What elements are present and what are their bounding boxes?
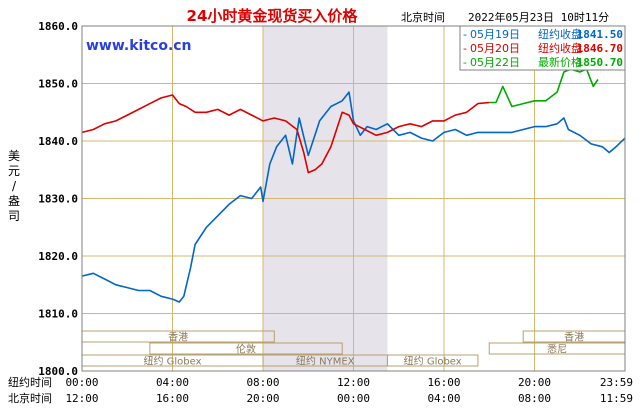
market-session-label: 伦敦 [236, 343, 256, 356]
y-tick-labels: 1860.0 1850.0 1840.0 1830.0 1820.0 1810.0 1800… [38, 20, 78, 378]
plot-frame [81, 25, 626, 372]
market-session-label: 悉尼 [547, 344, 567, 356]
market-session-bar [386, 354, 479, 367]
y-axis-label-char: / [12, 179, 17, 193]
y-tick-label: 1830.0 [38, 193, 78, 206]
legend-label: 纽约收盘 [538, 27, 582, 41]
legend-dash: - [463, 42, 467, 55]
y-axis-label-char: 司 [8, 209, 20, 223]
y-tick-label: 1820.0 [38, 250, 78, 263]
y-axis-label-char: 盎 [8, 194, 20, 208]
y-tick-label: 1850.0 [38, 78, 78, 91]
watermark: www.kitco.cn [86, 38, 192, 54]
legend-date: 05月19日 [470, 28, 520, 41]
legend-dash: - [463, 56, 467, 69]
x-tick-label: 04:00 [427, 392, 460, 405]
x-tick-labels: 纽约时间 00:00 04:00 08:00 12:00 16:00 20:00 23:59 北… [8, 375, 633, 405]
x-tick-label: 20:00 [246, 392, 279, 405]
y-tick-label: 1860.0 [38, 20, 78, 33]
x-tick-label: 08:00 [518, 392, 551, 405]
x-tick-label: 04:00 [156, 376, 189, 389]
legend-value: 1846.70 [577, 42, 623, 55]
y-tick-label: 1840.0 [38, 135, 78, 148]
x-tick-label: 16:00 [427, 376, 460, 389]
market-session-label: 纽约 NYMEX [296, 355, 355, 368]
y-tick-label: 1810.0 [38, 308, 78, 321]
timestamp: 2022年05月23日 10时11分 [468, 10, 609, 24]
market-session-label: 香港 [168, 332, 188, 344]
market-session-label: 纽约 Globex [143, 355, 201, 368]
legend-date: 05月20日 [470, 42, 520, 55]
market-session-label: 纽约 Globex [404, 355, 462, 368]
y-tick-label: 1800.0 [38, 365, 78, 378]
x-tick-label: 00:00 [337, 392, 370, 405]
legend-label: 纽约收盘 [538, 41, 582, 55]
timestamp-label: 北京时间 [401, 10, 445, 24]
legend-dash: - [463, 28, 467, 41]
x-row-label: 纽约时间 [8, 375, 52, 389]
x-tick-label: 12:00 [337, 376, 370, 389]
x-tick-label: 23:59 [600, 376, 633, 389]
series-line [81, 94, 490, 174]
y-axis-label-char: 美 [8, 149, 20, 163]
x-tick-label: 16:00 [156, 392, 189, 405]
series-line [81, 91, 626, 303]
x-row-label: 北京时间 [8, 391, 52, 405]
legend-date: 05月22日 [470, 56, 520, 69]
market-session-bar [149, 342, 343, 355]
x-tick-label: 08:00 [246, 376, 279, 389]
y-axis-label-char: 元 [8, 164, 20, 178]
y-axis-label: 美元/盎司 [8, 149, 20, 223]
market-session-label: 香港 [564, 332, 584, 344]
legend-value: 1850.70 [577, 56, 623, 69]
x-tick-label: 20:00 [518, 376, 551, 389]
legend-value: 1841.50 [577, 28, 623, 41]
x-tick-label: 12:00 [65, 392, 98, 405]
legend-box [459, 25, 626, 71]
x-tick-label: 11:59 [600, 392, 633, 405]
legend-label: 最新价格 [538, 55, 582, 69]
x-tick-label: 00:00 [65, 376, 98, 389]
chart-title: 24小时黄金现货买入价格 [187, 7, 359, 25]
